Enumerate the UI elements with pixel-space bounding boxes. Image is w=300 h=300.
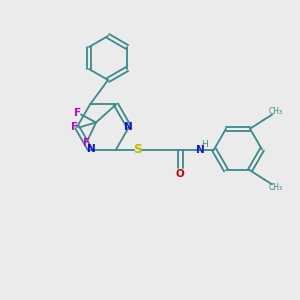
- Text: S: S: [134, 143, 142, 156]
- Text: F: F: [83, 139, 91, 148]
- Text: F: F: [74, 109, 82, 118]
- Text: N: N: [196, 145, 204, 154]
- Text: CH₃: CH₃: [269, 107, 283, 116]
- Text: O: O: [176, 169, 184, 178]
- Text: N: N: [87, 144, 95, 154]
- Text: F: F: [71, 122, 79, 133]
- Text: N: N: [124, 122, 132, 133]
- Text: H: H: [201, 140, 208, 148]
- Text: CH₃: CH₃: [269, 183, 283, 192]
